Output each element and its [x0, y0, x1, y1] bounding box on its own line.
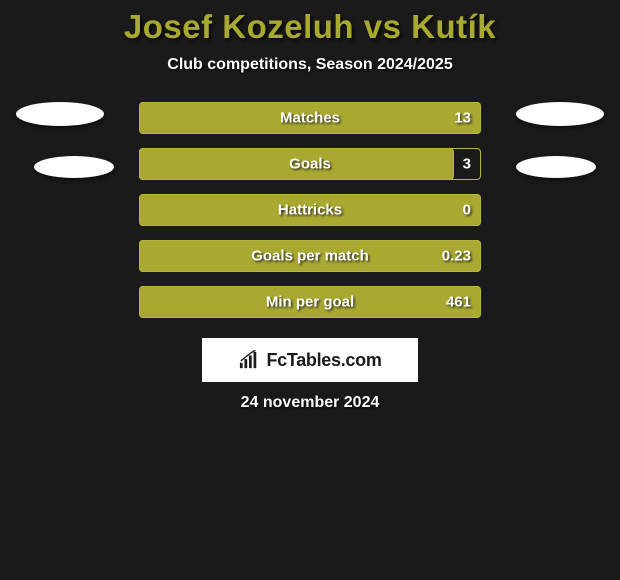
stat-label: Matches	[280, 110, 340, 127]
bar-chart-icon	[238, 350, 260, 370]
stat-label: Min per goal	[266, 294, 354, 311]
stat-row: Goals per match 0.23	[139, 240, 481, 272]
stat-value: 0	[463, 202, 471, 219]
stat-row: Hattricks 0	[139, 194, 481, 226]
placeholder-ellipse-icon	[516, 102, 604, 126]
stat-value: 0.23	[442, 248, 471, 265]
stat-value: 13	[454, 110, 471, 127]
stat-bars: Matches 13 Goals 3 Hattricks 0 Goals per match…	[139, 102, 481, 318]
stat-row: Min per goal 461	[139, 286, 481, 318]
stat-value: 461	[446, 294, 471, 311]
page-title: Josef Kozeluh vs Kutík	[0, 8, 620, 46]
stats-area: Matches 13 Goals 3 Hattricks 0 Goals per match…	[0, 102, 620, 318]
page-subtitle: Club competitions, Season 2024/2025	[0, 56, 620, 74]
left-ellipse-group	[16, 102, 114, 178]
logo-text: FcTables.com	[266, 350, 381, 371]
placeholder-ellipse-icon	[34, 156, 114, 178]
stat-label: Goals per match	[251, 248, 369, 265]
stat-label: Hattricks	[278, 202, 342, 219]
stat-value: 3	[463, 156, 471, 173]
placeholder-ellipse-icon	[516, 156, 596, 178]
right-ellipse-group	[516, 102, 604, 178]
stat-row: Matches 13	[139, 102, 481, 134]
widget-container: Josef Kozeluh vs Kutík Club competitions…	[0, 0, 620, 412]
placeholder-ellipse-icon	[16, 102, 104, 126]
fctables-logo[interactable]: FcTables.com	[202, 338, 418, 382]
footer-date: 24 november 2024	[0, 394, 620, 412]
stat-label: Goals	[289, 156, 331, 173]
stat-row: Goals 3	[139, 148, 481, 180]
